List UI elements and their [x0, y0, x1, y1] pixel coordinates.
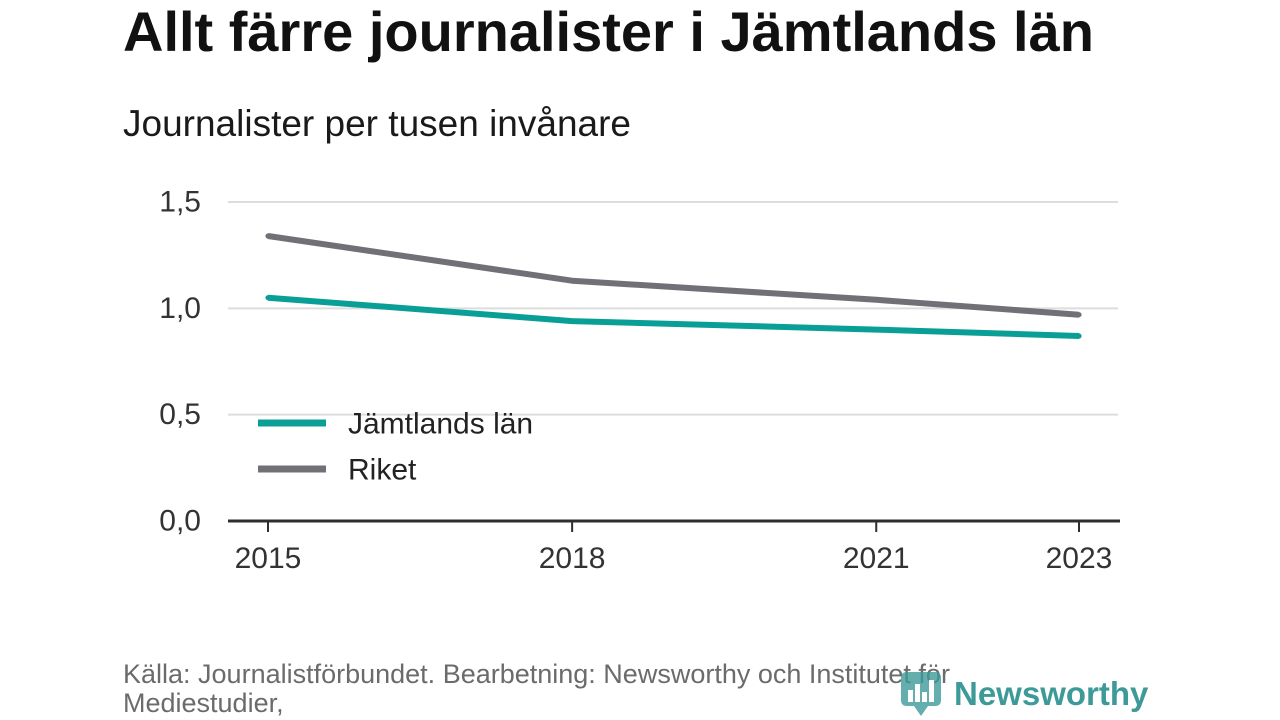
data-point-jamtlands-lan — [265, 295, 271, 301]
x-tick-label: 2021 — [843, 542, 910, 575]
logo-text: Newsworthy — [954, 675, 1149, 712]
series-line-riket — [267, 233, 1080, 318]
legend-label-riket: Riket — [348, 454, 417, 487]
x-tick-label: 2015 — [235, 542, 302, 575]
newsworthy-logo: Newsworthy — [900, 670, 1148, 718]
source-note: Källa: Journalistförbundet. Bearbetning:… — [123, 659, 950, 718]
chart-title: Allt färre journalister i Jämtlands län — [123, 0, 1094, 63]
data-point-riket — [569, 278, 575, 284]
data-point-riket — [1076, 312, 1082, 318]
data-point-jamtlands-lan — [1076, 333, 1082, 339]
series-line-jamtlands-lan — [267, 294, 1080, 339]
y-tick-label: 0,0 — [159, 505, 201, 538]
chart-subtitle: Journalister per tusen invånare — [123, 103, 632, 144]
bar-chart-bubble-icon — [901, 672, 941, 716]
data-point-jamtlands-lan — [873, 327, 879, 333]
data-point-riket — [873, 297, 879, 303]
axes: 0,0 0,5 1,0 1,5 2015 2018 2021 2023 — [159, 186, 1120, 575]
data-point-riket — [265, 233, 271, 239]
y-tick-label: 1,5 — [159, 186, 201, 219]
series-lines — [265, 233, 1082, 339]
x-tick-label: 2018 — [539, 542, 606, 575]
legend-label-jamtlands-lan: Jämtlands län — [348, 408, 533, 441]
x-tick-label: 2023 — [1046, 542, 1113, 575]
legend: Jämtlands län Riket — [258, 408, 533, 487]
y-tick-label: 1,0 — [159, 292, 201, 325]
y-tick-label: 0,5 — [159, 398, 201, 431]
data-point-jamtlands-lan — [569, 318, 575, 324]
line-chart: 0,0 0,5 1,0 1,5 2015 2018 2021 2023 Jämtlands l… — [159, 186, 1120, 575]
